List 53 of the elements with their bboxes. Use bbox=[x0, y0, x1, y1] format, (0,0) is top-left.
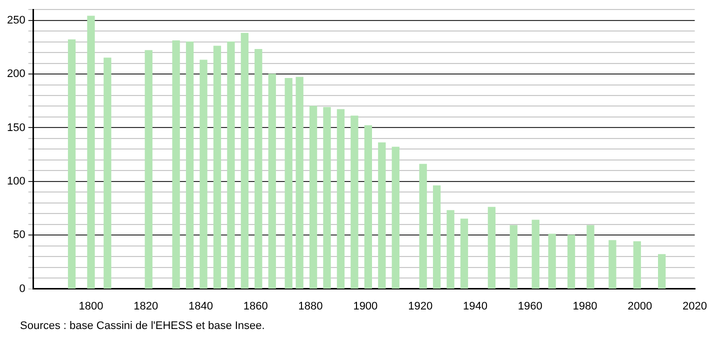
bar bbox=[446, 210, 454, 289]
bar bbox=[87, 16, 95, 289]
bar bbox=[186, 41, 194, 289]
y-tick-label: 200 bbox=[6, 68, 26, 80]
x-tick-label: 1880 bbox=[298, 300, 323, 312]
bar bbox=[68, 39, 76, 289]
y-tick-label: 100 bbox=[6, 175, 26, 188]
bar bbox=[432, 185, 441, 289]
x-tick-label: 1820 bbox=[134, 300, 158, 312]
bar bbox=[567, 234, 576, 289]
bar bbox=[364, 125, 372, 289]
y-tick-label: 50 bbox=[13, 229, 26, 242]
bar bbox=[296, 76, 304, 289]
bar bbox=[240, 32, 249, 289]
x-tick-label: 2000 bbox=[628, 300, 652, 312]
bar bbox=[548, 234, 556, 289]
bar bbox=[488, 206, 496, 289]
bar bbox=[419, 164, 427, 289]
x-tick-label: 1980 bbox=[572, 300, 598, 312]
bar bbox=[378, 142, 386, 289]
bar bbox=[658, 254, 666, 289]
x-tick-label: 1920 bbox=[408, 300, 433, 312]
bar bbox=[608, 240, 616, 289]
bar bbox=[172, 40, 180, 289]
bar bbox=[350, 116, 358, 289]
bar bbox=[510, 225, 518, 289]
x-tick-label: 1900 bbox=[353, 300, 378, 312]
bar bbox=[532, 220, 540, 289]
x-tick-label: 1940 bbox=[462, 300, 488, 312]
source-note: Sources : base Cassini de l'EHESS et base Insee. bbox=[20, 320, 265, 332]
bar bbox=[200, 60, 208, 289]
y-tick-label: 250 bbox=[6, 14, 26, 26]
x-tick-label: 2020 bbox=[682, 300, 708, 312]
bar bbox=[460, 218, 468, 289]
bar bbox=[268, 74, 276, 289]
bar bbox=[213, 46, 222, 289]
bar bbox=[633, 241, 641, 289]
bar bbox=[284, 78, 292, 289]
bar bbox=[323, 106, 331, 289]
bar bbox=[392, 146, 400, 289]
y-tick-label: 150 bbox=[6, 122, 26, 134]
x-tick-label: 1840 bbox=[188, 300, 214, 312]
bar bbox=[104, 58, 112, 289]
bar bbox=[586, 225, 594, 289]
x-tick-label: 1800 bbox=[78, 300, 104, 312]
bar bbox=[309, 106, 318, 289]
x-tick-label: 1960 bbox=[518, 300, 542, 312]
bar bbox=[336, 109, 345, 289]
bar bbox=[227, 41, 235, 289]
bar bbox=[144, 50, 152, 289]
y-tick-label: 0 bbox=[19, 282, 26, 295]
x-tick-label: 1860 bbox=[243, 300, 268, 312]
bar bbox=[254, 49, 262, 289]
